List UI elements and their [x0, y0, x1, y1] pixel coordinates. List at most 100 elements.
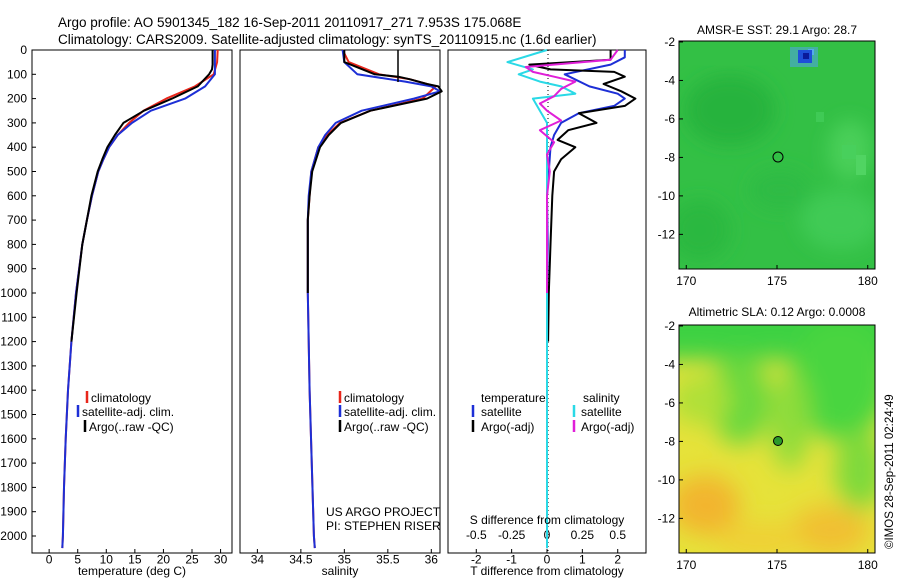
t-difference-xlabel: T difference from climatology: [470, 564, 624, 578]
series-line-argo: [528, 50, 637, 342]
sst-map: AMSR-E SST: 29.1 Argo: 28.7 -2-4-6-8-10-…: [658, 23, 878, 288]
lat-tick-label: -10: [658, 189, 676, 203]
lon-tick-label: 180: [858, 274, 878, 288]
legend-title-salinity: salinity: [583, 391, 620, 405]
sst-map-title: AMSR-E SST: 29.1 Argo: 28.7: [697, 23, 857, 37]
legend-label-climatology: climatology: [91, 391, 151, 405]
sst-map-field: [679, 41, 875, 269]
lat-tick-label: -12: [658, 511, 676, 525]
x-tick-label: 10: [100, 553, 114, 567]
temperature-legend: climatology satellite-adj. clim. Argo(..…: [76, 391, 174, 434]
salinity-legend: climatology satellite-adj. clim. Argo(..…: [338, 391, 436, 434]
depth-tick-label: 200: [7, 92, 27, 106]
legend-label-argo: Argo(..raw -QC): [89, 420, 174, 434]
series-line-argo_salinity: [524, 49, 619, 293]
lat-tick-label: -8: [664, 150, 675, 164]
depth-tick-label: 600: [7, 189, 27, 203]
argo-location-marker: [772, 151, 784, 163]
difference-legend: temperature salinity satellite Argo(-adj…: [471, 391, 634, 434]
lat-tick-label: -4: [664, 357, 675, 371]
s-tick-label: -0.5: [466, 528, 487, 542]
temperature-frame: [31, 49, 233, 554]
difference-lines: [506, 49, 637, 549]
legend-label-satellite: satellite-adj. clim.: [82, 405, 174, 419]
salinity-xlabel: salinity: [322, 564, 359, 578]
argo-location-marker: [773, 436, 783, 446]
pi-label: PI: STEPHEN RISER: [326, 519, 441, 533]
depth-tick-label: 2000: [0, 529, 27, 543]
lat-tick-label: -12: [658, 227, 676, 241]
sst-map-axes: -2 -4 -6 -8 -10 -12 170 175 180: [658, 35, 878, 288]
series-line-climatology: [61, 49, 219, 549]
x-tick-label: 5: [74, 553, 81, 567]
legend-label-temp-satellite: satellite: [481, 405, 522, 419]
figure-title: Argo profile: AO 5901345_182 16-Sep-2011…: [58, 15, 521, 30]
depth-tick-label: 1700: [0, 456, 27, 470]
lon-tick-label: 170: [676, 274, 696, 288]
depth-tick-label: 300: [7, 116, 27, 130]
x-tick-label: 0: [46, 553, 53, 567]
difference-panel: -2 -1 0 1 2-0.5 -0.25 0 0.25 0.5 T difference fr…: [447, 49, 647, 578]
x-tick-label: 15: [128, 553, 142, 567]
lat-tick-label: -6: [664, 112, 675, 126]
series-line-argo: [70, 50, 214, 342]
depth-tick-label: 500: [7, 164, 27, 178]
sla-map-axes: -2 -4 -6 -8 -10 -12 170 175 180: [658, 319, 878, 572]
x-tick-label: 34.5: [289, 553, 313, 567]
x-tick-label: 35.5: [376, 553, 400, 567]
depth-tick-label: 1300: [0, 359, 27, 373]
depth-tick-label: 1200: [0, 335, 27, 349]
x-tick-label: 0: [544, 553, 551, 567]
depth-tick-label: 800: [7, 237, 27, 251]
salinity-lines: [306, 49, 443, 549]
lat-tick-label: -8: [664, 434, 675, 448]
temperature-panel: 0100200300400500600700800900100011001200…: [0, 43, 233, 578]
lat-tick-label: -2: [664, 319, 675, 333]
s-tick-label: 0.5: [609, 528, 626, 542]
x-tick-label: 34: [251, 553, 265, 567]
temperature-x-axis: 0 5 10 15 20 25 30: [46, 549, 228, 567]
depth-tick-label: 100: [7, 67, 27, 81]
x-tick-label: 2: [614, 553, 621, 567]
x-tick-label: -1: [506, 553, 517, 567]
lon-tick-label: 180: [858, 558, 878, 572]
s-difference-xlabel: S difference from climatology: [470, 513, 625, 527]
x-tick-label: 20: [157, 553, 171, 567]
lon-tick-label: 175: [767, 558, 787, 572]
depth-tick-label: 1800: [0, 480, 27, 494]
s-tick-label: -0.25: [498, 528, 526, 542]
depth-tick-label: 1400: [0, 383, 27, 397]
legend-title-temperature: temperature: [481, 391, 546, 405]
lat-tick-label: -2: [664, 35, 675, 49]
depth-tick-label: 1900: [0, 505, 27, 519]
x-tick-label: 35: [338, 553, 352, 567]
legend-label-sal-satellite: satellite: [581, 405, 622, 419]
series-line-sat_salinity: [506, 49, 577, 549]
salinity-panel: 34 34.5 35 35.5 36 salinity climatology sate…: [239, 49, 443, 578]
sla-map-title: Altimetric SLA: 0.12 Argo: 0.0008: [689, 305, 866, 319]
depth-axis: 0 100 200 300 400 500 600 700 800 900 1000 1100 1200…: [0, 43, 36, 543]
legend-label-climatology: climatology: [344, 391, 404, 405]
lat-tick-label: -6: [664, 396, 675, 410]
legend-label-temp-argo: Argo(-adj): [481, 420, 534, 434]
sla-map-field: [679, 325, 875, 553]
salinity-frame: [239, 49, 441, 554]
depth-tick-label: 1000: [0, 286, 27, 300]
depth-tick-label: 1100: [1, 310, 27, 324]
salinity-x-axis: 34 34.5 35 35.5 36: [251, 549, 439, 567]
x-tick-label: 1: [579, 553, 586, 567]
temperature-xlabel: temperature (deg C): [78, 564, 186, 578]
x-tick-label: 25: [185, 553, 199, 567]
lat-tick-label: -4: [664, 73, 675, 87]
temperature-lines: [61, 49, 219, 549]
lon-tick-label: 175: [767, 274, 787, 288]
series-line-climatology: [306, 49, 437, 549]
legend-label-sal-argo: Argo(-adj): [581, 420, 634, 434]
depth-tick-label: 700: [7, 213, 27, 227]
series-line-argo: [306, 50, 443, 293]
lat-tick-label: -10: [658, 473, 676, 487]
depth-tick-label: 1500: [0, 407, 27, 421]
legend-label-satellite: satellite-adj. clim.: [344, 405, 436, 419]
x-tick-label: 36: [425, 553, 439, 567]
x-tick-label: 30: [214, 553, 228, 567]
